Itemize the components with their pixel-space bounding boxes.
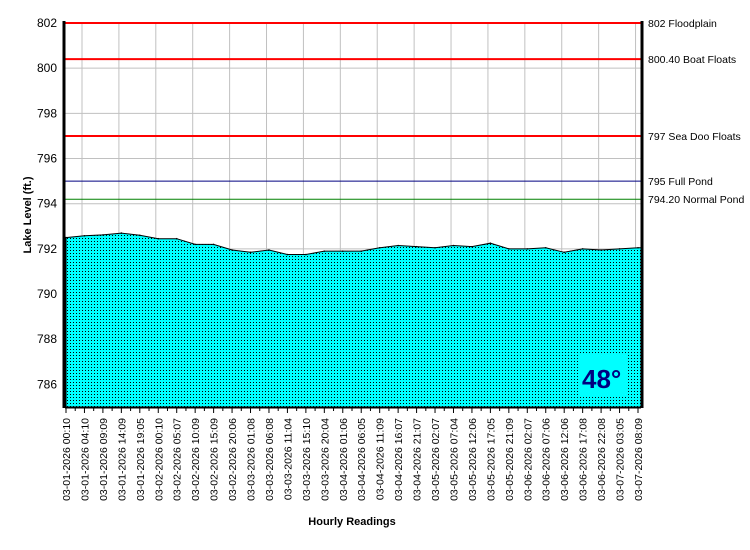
data-point bbox=[452, 244, 455, 247]
x-tick-label: 03-05-2026 07:04 bbox=[448, 418, 460, 501]
series-points bbox=[65, 232, 639, 256]
x-tick-label: 03-03-2026 06:08 bbox=[264, 418, 276, 501]
x-tick-label: 03-07-2026 03:05 bbox=[615, 418, 627, 501]
series-area bbox=[65, 232, 642, 408]
y-tick-label: 794 bbox=[37, 197, 57, 211]
y-tick-label: 798 bbox=[37, 106, 57, 120]
reference-label: 795 Full Pond bbox=[648, 176, 713, 188]
y-tick-label: 786 bbox=[37, 377, 57, 391]
data-point bbox=[175, 237, 178, 240]
x-tick-label: 03-05-2026 12:06 bbox=[467, 418, 479, 501]
data-point bbox=[268, 249, 270, 251]
x-axis-label: Hourly Readings bbox=[308, 516, 395, 528]
reference-label: 794.20 Normal Pond bbox=[648, 194, 744, 206]
data-point bbox=[249, 251, 252, 254]
x-tick-label: 03-06-2026 17:08 bbox=[578, 418, 590, 501]
x-tick-label: 03-02-2026 05:07 bbox=[172, 418, 184, 501]
x-tick-label: 03-03-2026 20:04 bbox=[319, 418, 331, 501]
data-point bbox=[378, 246, 381, 249]
data-point bbox=[415, 245, 418, 248]
temperature-annotation: 48° bbox=[582, 364, 621, 394]
x-tick-label: 03-01-2026 04:10 bbox=[79, 418, 91, 501]
data-point bbox=[323, 250, 326, 252]
data-point bbox=[139, 234, 141, 237]
data-point bbox=[194, 243, 196, 246]
reference-label: 800.40 Boat Floats bbox=[648, 54, 736, 66]
x-tick-label: 03-01-2026 19:05 bbox=[135, 418, 147, 501]
data-point bbox=[600, 249, 602, 251]
data-point bbox=[305, 253, 307, 256]
x-tick-label: 03-04-2026 16:07 bbox=[393, 418, 405, 501]
x-tick-label: 03-02-2026 00:10 bbox=[153, 418, 165, 501]
data-point bbox=[563, 251, 565, 254]
data-point bbox=[212, 243, 215, 246]
x-ticks: 03-01-2026 00:10 03-01-2026 04:10 03-01-20… bbox=[61, 408, 645, 501]
y-tick-label: 788 bbox=[37, 332, 57, 346]
data-point bbox=[544, 246, 547, 249]
y-axis-label: Lake Level (ft.) bbox=[22, 176, 34, 253]
x-tick-label: 03-06-2026 22:08 bbox=[596, 418, 608, 501]
x-tick-label: 03-01-2026 09:09 bbox=[98, 418, 110, 501]
data-point bbox=[508, 248, 510, 250]
data-point bbox=[581, 248, 584, 250]
y-ticks: 786 788 790 792 794 796 798 800 802 bbox=[37, 16, 57, 391]
x-tick-label: 03-03-2026 11:04 bbox=[282, 418, 294, 500]
x-tick-label: 03-04-2026 06:05 bbox=[356, 418, 368, 501]
data-point bbox=[637, 246, 639, 249]
data-point bbox=[397, 244, 399, 247]
reference-label: 802 Floodplain bbox=[648, 18, 717, 30]
axes bbox=[62, 21, 644, 409]
x-tick-label: 03-04-2026 11:09 bbox=[375, 418, 387, 500]
reference-lines: 802 Floodplain 800.40 Boat Floats 797 Sea … bbox=[65, 18, 744, 206]
data-point bbox=[341, 250, 344, 252]
x-tick-label: 03-03-2026 01:08 bbox=[246, 418, 258, 501]
data-point bbox=[618, 248, 621, 250]
x-tick-label: 03-03-2026 15:10 bbox=[301, 418, 313, 501]
data-point bbox=[65, 236, 67, 239]
data-point bbox=[231, 249, 233, 251]
reference-label: 797 Sea Doo Floats bbox=[648, 131, 741, 143]
data-point bbox=[489, 242, 492, 245]
temperature-box bbox=[578, 355, 628, 397]
x-tick-label: 03-04-2026 21:07 bbox=[412, 418, 424, 501]
data-point bbox=[434, 246, 436, 249]
y-tick-label: 796 bbox=[37, 152, 57, 166]
y-tick-label: 800 bbox=[37, 61, 57, 75]
y-tick-label: 792 bbox=[37, 242, 57, 256]
x-tick-label: 03-07-2026 08:09 bbox=[633, 418, 645, 501]
x-tick-label: 03-02-2026 20:06 bbox=[227, 418, 239, 501]
data-point bbox=[360, 250, 363, 252]
y-tick-label: 802 bbox=[37, 16, 57, 30]
x-tick-label: 03-05-2026 21:09 bbox=[504, 418, 516, 501]
data-point bbox=[526, 248, 529, 250]
x-tick-label: 03-01-2026 00:10 bbox=[61, 418, 73, 501]
x-tick-label: 03-05-2026 02:07 bbox=[430, 418, 442, 501]
x-tick-label: 03-06-2026 07:06 bbox=[541, 418, 553, 501]
x-tick-label: 03-02-2026 10:09 bbox=[190, 418, 202, 501]
x-tick-label: 03-01-2026 14:09 bbox=[116, 418, 128, 501]
x-tick-label: 03-02-2026 15:09 bbox=[209, 418, 221, 501]
x-tick-label: 03-06-2026 12:06 bbox=[559, 418, 571, 501]
data-point bbox=[471, 245, 473, 248]
y-tick-label: 790 bbox=[37, 287, 57, 301]
data-point bbox=[286, 253, 289, 256]
data-point bbox=[120, 232, 123, 234]
x-tick-label: 03-05-2026 17:05 bbox=[485, 418, 497, 501]
data-point bbox=[157, 237, 160, 240]
data-point bbox=[102, 234, 104, 236]
x-tick-label: 03-04-2026 01:06 bbox=[338, 418, 350, 501]
data-point bbox=[83, 234, 86, 237]
x-tick-label: 03-06-2026 02:07 bbox=[522, 418, 534, 501]
